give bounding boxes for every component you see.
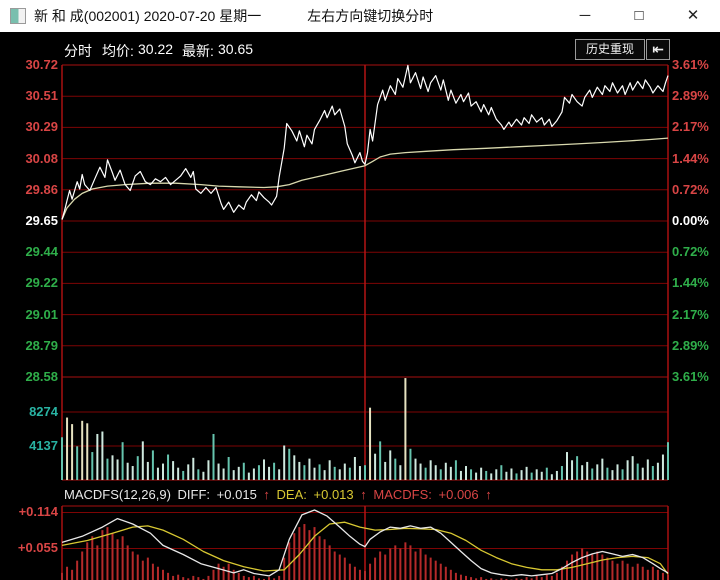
axis-label: 28.79 xyxy=(25,337,58,353)
title-bar: 新 和 成(002001) 2020-07-20 星期一 左右方向键切换分时 ─… xyxy=(0,0,720,32)
axis-label: +0.114 xyxy=(18,504,58,520)
axis-label: 0.72% xyxy=(672,244,709,260)
axis-label: 3.61% xyxy=(672,57,709,72)
axis-label: 29.44 xyxy=(25,244,58,260)
axis-label: 29.65 xyxy=(25,213,58,228)
last-price-label: 最新: xyxy=(182,43,214,59)
axis-label: +0.055 xyxy=(17,540,58,556)
minimize-button[interactable]: ─ xyxy=(579,7,591,24)
close-button[interactable]: ✕ xyxy=(686,7,700,24)
history-replay-button[interactable]: 历史重现 xyxy=(575,39,645,60)
window-title: 新 和 成(002001) 2020-07-20 星期一 xyxy=(34,8,262,24)
axis-label: 2.89% xyxy=(672,88,709,104)
window-controls: ─ □ ✕ xyxy=(558,0,720,32)
avg-price-label: 均价: xyxy=(102,43,134,59)
macd-value-label: MACDFS: xyxy=(373,487,432,502)
last-price-value: 30.65 xyxy=(218,41,254,57)
axis-label: 2.17% xyxy=(672,306,709,322)
axis-label: 1.44% xyxy=(672,275,709,291)
axis-label: 28.58 xyxy=(25,369,58,384)
axis-label: 8274 xyxy=(29,404,58,419)
axis-label: 30.08 xyxy=(25,150,58,166)
macd-value: +0.006 xyxy=(438,487,479,502)
diff-value: +0.015 xyxy=(216,487,257,502)
axis-label: 29.01 xyxy=(25,306,58,322)
up-arrow-icon: ↑ xyxy=(360,487,367,502)
axis-label: 2.17% xyxy=(672,119,709,135)
axis-label: 0.72% xyxy=(672,181,709,197)
axis-label: 30.51 xyxy=(25,88,58,104)
info-bar: 分时 均价: 30.22 最新: 30.65 历史重现 ⇤ xyxy=(0,39,720,61)
macd-header: MACDFS(12,26,9) DIFF: +0.015 ↑ DEA: +0.0… xyxy=(64,487,495,502)
axis-label: 2.89% xyxy=(672,337,709,353)
diff-label: DIFF: xyxy=(177,487,211,502)
dea-label: DEA: xyxy=(276,487,307,502)
macd-indicator-name: MACDFS(12,26,9) xyxy=(64,487,171,502)
mode-label: 分时 xyxy=(64,43,92,59)
axis-label: 30.29 xyxy=(25,119,58,135)
axis-label: 29.86 xyxy=(25,181,58,197)
axis-label: 29.22 xyxy=(25,275,58,291)
keyboard-hint: 左右方向键切换分时 xyxy=(307,8,434,24)
dea-value: +0.013 xyxy=(313,487,354,502)
maximize-button[interactable]: □ xyxy=(634,7,644,24)
app-icon xyxy=(10,8,26,24)
avg-price-value: 30.22 xyxy=(138,41,174,57)
rewind-to-start-icon[interactable]: ⇤ xyxy=(646,39,670,60)
axis-label: 0.00% xyxy=(672,213,709,228)
up-arrow-icon: ↑ xyxy=(263,487,270,502)
up-arrow-icon: ↑ xyxy=(485,487,492,502)
axis-label: 1.44% xyxy=(672,150,709,166)
axis-label: 3.61% xyxy=(672,369,709,384)
axis-label: 30.72 xyxy=(25,57,58,72)
axis-label: 4137 xyxy=(29,438,58,453)
